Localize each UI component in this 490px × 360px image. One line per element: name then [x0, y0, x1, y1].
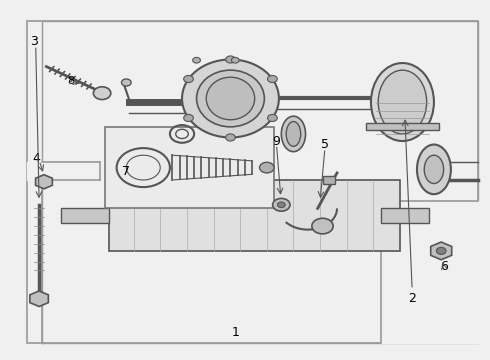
- Ellipse shape: [281, 116, 306, 152]
- Text: 8: 8: [67, 76, 74, 86]
- Bar: [381, 201, 480, 343]
- Text: 1: 1: [231, 326, 239, 339]
- Ellipse shape: [417, 145, 451, 194]
- Ellipse shape: [424, 155, 443, 184]
- Ellipse shape: [371, 63, 434, 141]
- Ellipse shape: [196, 70, 265, 127]
- Text: 6: 6: [440, 260, 447, 273]
- Circle shape: [193, 57, 200, 63]
- Circle shape: [277, 202, 285, 208]
- Circle shape: [184, 114, 194, 122]
- Bar: [104, 127, 274, 208]
- Text: 3: 3: [30, 35, 38, 48]
- Circle shape: [225, 134, 235, 141]
- Bar: [27, 162, 90, 180]
- Text: 7: 7: [122, 165, 130, 177]
- Circle shape: [268, 114, 277, 122]
- Circle shape: [268, 76, 277, 82]
- Circle shape: [231, 57, 239, 63]
- Text: 9: 9: [272, 135, 280, 148]
- Text: 4: 4: [33, 152, 41, 165]
- Circle shape: [260, 162, 274, 173]
- Bar: [366, 123, 439, 130]
- Bar: [322, 176, 335, 184]
- Circle shape: [184, 76, 194, 82]
- Bar: [109, 180, 400, 251]
- Ellipse shape: [286, 122, 301, 146]
- Bar: [381, 208, 429, 222]
- Ellipse shape: [378, 70, 427, 134]
- Circle shape: [312, 218, 333, 234]
- Text: 5: 5: [321, 138, 329, 151]
- Circle shape: [94, 87, 111, 100]
- Ellipse shape: [182, 59, 279, 138]
- Circle shape: [272, 198, 290, 211]
- Bar: [61, 208, 109, 222]
- Circle shape: [437, 247, 446, 255]
- Circle shape: [225, 56, 235, 63]
- Circle shape: [122, 79, 131, 86]
- Ellipse shape: [206, 77, 255, 120]
- Text: 2: 2: [408, 292, 416, 305]
